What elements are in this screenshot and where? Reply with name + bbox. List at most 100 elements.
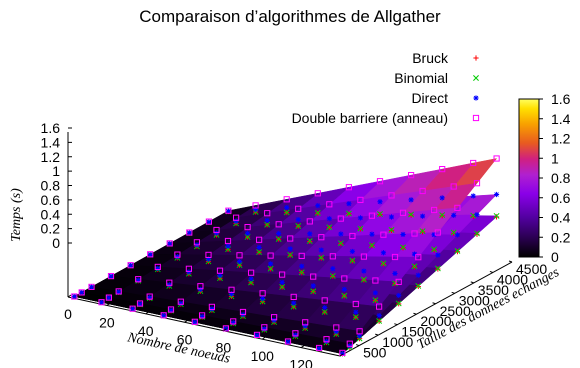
marker-point: [493, 214, 500, 220]
marker-point: [369, 231, 375, 237]
marker-point: [256, 244, 262, 251]
y-tick-mark: [470, 281, 474, 284]
marker-point: [473, 180, 481, 187]
colorbar-tick-label: 0.6: [551, 190, 571, 206]
marker-point: [326, 216, 332, 222]
marker-point: [493, 191, 500, 198]
marker-point: [380, 231, 387, 238]
marker-point: [264, 210, 271, 217]
marker-point: [411, 263, 418, 270]
marker-point: [314, 210, 321, 216]
y-axis-line: [339, 261, 513, 357]
legend: Bruck Binomial Direct Double barriere (anne…: [292, 50, 480, 126]
marker-point: [298, 252, 305, 260]
y-tick-mark: [451, 291, 455, 294]
z-tick-label: 1.4: [41, 134, 61, 150]
y-axis-label: Taille des donnees echanges: [415, 265, 562, 353]
marker-point: [287, 235, 294, 242]
marker-point: [290, 293, 297, 300]
marker-point: [167, 241, 173, 247]
marker-point: [267, 265, 274, 272]
marker-point: [473, 55, 479, 61]
x-tick-label: 40: [138, 323, 154, 339]
marker-point: [106, 295, 112, 301]
marker-point: [388, 226, 395, 233]
marker-point: [330, 266, 336, 272]
marker-point: [261, 326, 267, 332]
marker-point: [130, 306, 136, 312]
legend-marker: [473, 75, 479, 81]
marker-point: [454, 204, 461, 212]
x-tick-label: 80: [216, 340, 232, 356]
marker-point: [178, 300, 184, 306]
marker-point: [376, 318, 383, 324]
marker-point: [209, 306, 215, 312]
marker-point: [356, 333, 363, 339]
marker-point: [244, 230, 251, 236]
x-ticks: 0 20 40 60 80 100 120 140: [64, 294, 352, 368]
marker-point: [431, 206, 438, 214]
marker-point: [233, 214, 240, 221]
marker-point: [252, 202, 259, 209]
marker-point: [323, 338, 330, 344]
x-tick-label: 0: [64, 306, 72, 322]
colorbar-tick-label: 0: [551, 249, 559, 265]
marker-point: [299, 263, 305, 269]
colorbar-tick-label: 0.2: [551, 229, 571, 245]
marker-point: [295, 216, 301, 223]
legend-label: Binomial: [394, 70, 448, 86]
marker-point: [197, 286, 203, 292]
marker-point: [127, 262, 134, 269]
marker-point: [470, 193, 476, 199]
marker-point: [333, 324, 340, 331]
marker-point: [177, 298, 184, 305]
marker-point: [346, 201, 352, 207]
marker-point: [345, 210, 352, 217]
marker-point: [372, 290, 378, 296]
legend-marker: [473, 55, 479, 61]
marker-point: [259, 290, 266, 297]
marker-point: [279, 271, 286, 278]
marker-point: [395, 278, 402, 285]
y-tick-mark: [355, 344, 360, 347]
y-tick-label: 1500: [401, 324, 432, 340]
marker-point: [306, 218, 313, 225]
marker-point: [454, 249, 461, 255]
marker-point: [284, 338, 292, 345]
marker-point: [287, 246, 293, 252]
marker-point: [283, 209, 290, 216]
marker-point: [415, 283, 422, 289]
marker-point: [233, 218, 239, 224]
y-tick-mark: [432, 302, 436, 305]
marker-point: [79, 289, 85, 296]
marker-point: [279, 279, 285, 285]
marker-point: [302, 319, 309, 326]
marker-point: [256, 249, 263, 256]
x-tick-mark: [223, 328, 227, 332]
marker-point: [129, 305, 136, 312]
marker-point: [199, 313, 205, 320]
z-tick-label: 0.6: [41, 192, 61, 208]
marker-point: [408, 172, 415, 179]
marker-point: [71, 293, 78, 300]
marker-point: [431, 232, 437, 238]
marker-point: [306, 238, 313, 245]
marker-point: [208, 303, 216, 310]
marker-point: [376, 178, 384, 185]
marker-point: [271, 314, 278, 321]
x-tick-mark: [339, 353, 344, 357]
marker-point: [146, 293, 153, 300]
marker-point: [321, 297, 328, 304]
marker-point: [400, 244, 406, 251]
marker-point: [256, 236, 263, 243]
marker-point: [205, 251, 212, 259]
marker-point: [419, 187, 426, 195]
legend-marker: [472, 114, 480, 122]
y-tick-label: 3500: [478, 282, 509, 298]
surface-double-barriere-anneau-: [73, 158, 498, 354]
marker-point: [168, 307, 174, 313]
y-tick-mark: [394, 323, 398, 326]
marker-point: [434, 229, 441, 236]
marker-point: [307, 231, 313, 237]
colorbar-tick-label: 0.4: [551, 210, 571, 226]
